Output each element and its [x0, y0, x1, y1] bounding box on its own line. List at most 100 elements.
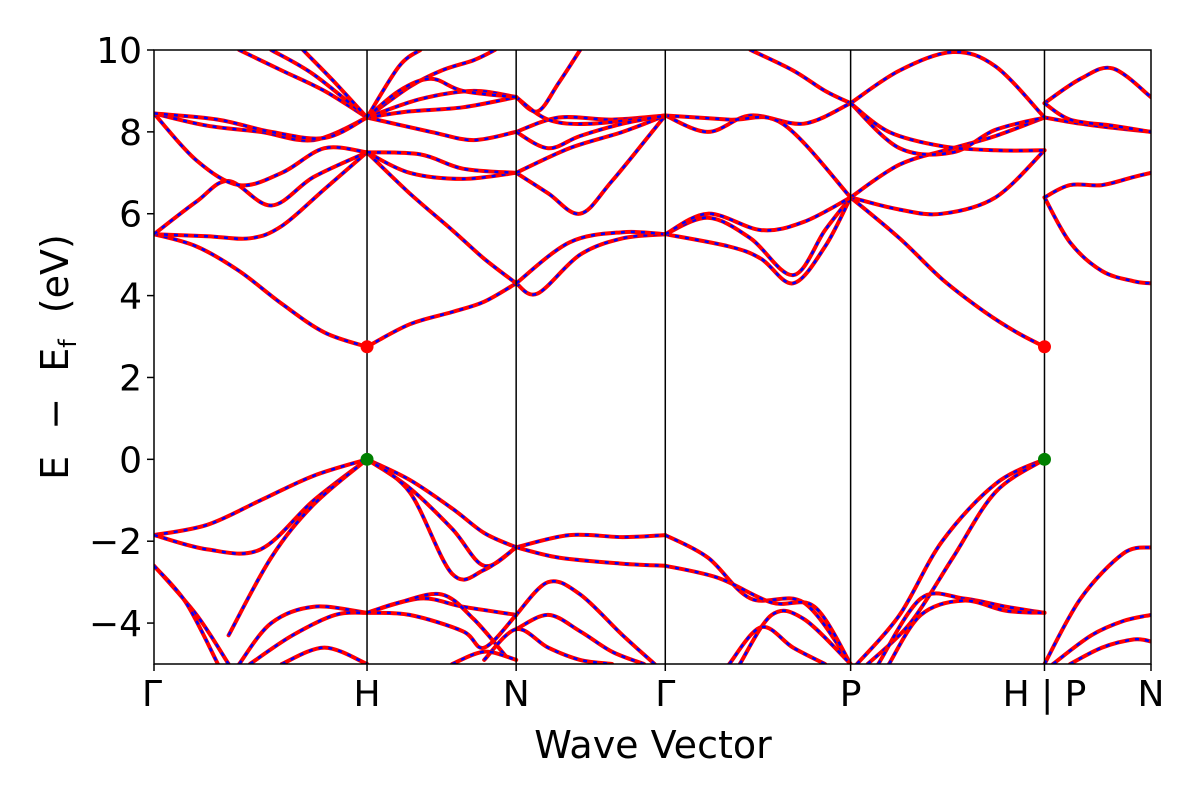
- band-line-blue-dashed: [366, 50, 496, 119]
- band-line-blue-dashed: [664, 102, 852, 134]
- y-label-ef: E: [33, 348, 77, 372]
- band-line-blue-dashed: [366, 592, 507, 657]
- band-line-red: [514, 113, 668, 216]
- band-cb3: [154, 113, 1151, 237]
- band-line-blue-dashed: [238, 50, 368, 119]
- band-line-blue-dashed: [483, 627, 613, 664]
- band-line-red: [848, 195, 1047, 349]
- band-line-blue-dashed: [1052, 613, 1151, 664]
- band-line-blue-dashed: [515, 96, 666, 126]
- band-line-blue-dashed: [249, 611, 368, 664]
- band-line-blue-dashed: [664, 196, 852, 277]
- band-line-blue-dashed: [366, 151, 517, 181]
- x-tick-label: P: [840, 674, 862, 715]
- band-line-red: [365, 95, 519, 120]
- y-tick-label: −2: [89, 522, 142, 563]
- band-line-blue-dashed: [515, 533, 666, 549]
- band-line-blue-dashed: [270, 50, 368, 119]
- band-line-blue-dashed: [515, 230, 666, 285]
- band-line-blue-dashed: [849, 102, 1045, 152]
- band-line-blue-dashed: [515, 232, 666, 296]
- x-tick-label: Γ: [655, 674, 675, 715]
- band-line-blue-dashed: [154, 232, 368, 348]
- y-label-minus: −: [33, 398, 77, 430]
- band-line-blue-dashed: [850, 149, 1046, 216]
- x-axis-label: Wave Vector: [534, 723, 772, 767]
- band-line-blue-dashed: [665, 114, 852, 199]
- band-line-blue-dashed: [515, 114, 666, 174]
- band-line-red: [154, 457, 369, 538]
- x-tick-label: Γ: [142, 674, 162, 715]
- band-line-blue-dashed: [515, 114, 667, 215]
- band-line-blue-dashed: [515, 114, 666, 134]
- y-axis-label: E − Ef (eV): [33, 234, 85, 480]
- band-line-red: [514, 545, 668, 568]
- band-line-red: [279, 645, 369, 664]
- band-line-blue-dashed: [515, 613, 645, 664]
- x-ticks: Γ H N Γ P H | P N: [142, 664, 1164, 715]
- band-line-blue-dashed: [366, 282, 517, 348]
- band-line-blue-dashed: [849, 196, 1046, 348]
- x-tick-label: H: [353, 674, 380, 715]
- band-line-red: [1042, 65, 1151, 106]
- band-cb2: [154, 148, 1151, 286]
- y-tick-label: 0: [119, 440, 142, 481]
- band-line-red: [154, 111, 369, 188]
- band-extremum-marker: [1037, 452, 1051, 466]
- band-line-red: [1042, 170, 1151, 200]
- band-line-blue-dashed: [665, 564, 852, 664]
- band-line-red: [154, 111, 369, 141]
- kpoint-lines: [366, 50, 1046, 664]
- band-line-red: [514, 579, 657, 664]
- band-line-red: [663, 533, 853, 664]
- band-line-blue-dashed: [515, 546, 666, 568]
- band-line-blue-dashed: [302, 50, 368, 119]
- band-line-red: [269, 50, 369, 120]
- band-cb8: [301, 50, 668, 151]
- band-line-blue-dashed: [154, 564, 220, 664]
- band-line-red: [154, 457, 369, 556]
- band-vb1: [154, 457, 1151, 664]
- band-line-blue-dashed: [887, 599, 1045, 664]
- x-tick-label: N: [503, 674, 530, 715]
- band-line-blue-dashed: [451, 650, 517, 664]
- y-label-e: E: [33, 456, 77, 480]
- y-tick-label: 6: [119, 195, 142, 236]
- x-tick-label: H | P: [1003, 674, 1087, 715]
- y-tick-label: 8: [119, 113, 142, 154]
- plot-frame: [153, 49, 1152, 665]
- band-line-blue-dashed: [1043, 546, 1151, 664]
- band-line-blue-dashed: [849, 102, 1045, 156]
- band-line-blue-dashed: [1043, 66, 1151, 105]
- band-line-red: [154, 563, 220, 664]
- band-line-blue-dashed: [366, 458, 517, 581]
- bands-layer: [154, 50, 1151, 664]
- band-line-red: [154, 232, 369, 349]
- y-label-unit: (eV): [33, 234, 77, 313]
- band-line-blue-dashed: [366, 116, 517, 142]
- y-tick-label: 2: [119, 358, 142, 399]
- band-vb4: [154, 563, 1047, 664]
- y-tick-label: −4: [89, 604, 142, 645]
- band-line-blue-dashed: [154, 151, 368, 241]
- band-line-red: [848, 50, 1047, 120]
- y-ticks: −4 −2 0 2 4 6 8 10: [89, 31, 154, 645]
- band-line-blue-dashed: [856, 458, 1046, 664]
- band-line-blue-dashed: [877, 592, 1045, 664]
- y-tick-label: 10: [96, 31, 142, 72]
- y-tick-label: 4: [119, 277, 142, 318]
- band-line-blue-dashed: [665, 196, 852, 285]
- y-label-ef-subscript: f: [54, 339, 82, 348]
- band-line-red: [154, 150, 369, 237]
- band-cb4: [154, 65, 1151, 188]
- band-line-blue-dashed: [849, 116, 1045, 199]
- band-vb2: [154, 457, 1151, 664]
- band-line-blue-dashed: [738, 609, 852, 664]
- band-line-red: [663, 195, 853, 278]
- band-line-blue-dashed: [366, 458, 517, 549]
- band-extremum-marker: [360, 452, 374, 466]
- band-extrema-points: [360, 340, 1051, 466]
- band-line-blue-dashed: [154, 458, 368, 537]
- band-line-blue-dashed: [365, 50, 422, 119]
- band-cb5: [154, 50, 1151, 200]
